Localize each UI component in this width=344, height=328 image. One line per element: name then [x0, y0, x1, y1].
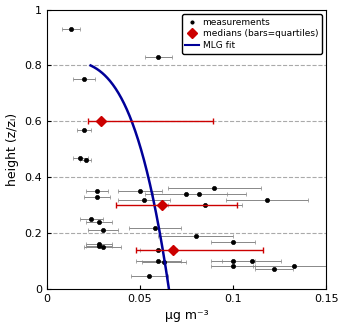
Legend: measurements, medians (bars=quartiles), MLG fit: measurements, medians (bars=quartiles), … [182, 14, 322, 54]
Y-axis label: height (z/zᵢ): height (z/zᵢ) [6, 113, 19, 186]
X-axis label: μg m⁻³: μg m⁻³ [165, 309, 208, 322]
